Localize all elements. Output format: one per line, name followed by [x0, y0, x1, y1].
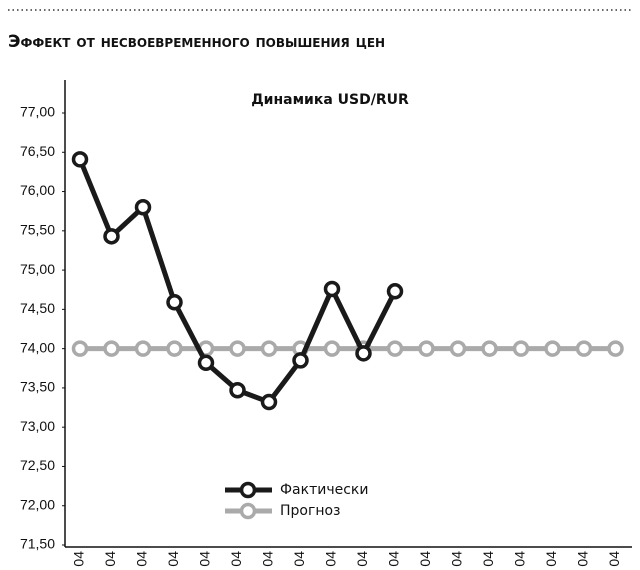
y-tick-label: 75,00 — [20, 261, 55, 277]
x-tick-label: 04 — [134, 551, 150, 567]
series-marker — [229, 382, 246, 399]
y-tick-label: 72,50 — [20, 457, 55, 473]
series-marker — [103, 228, 120, 245]
series-marker — [260, 393, 278, 411]
series-marker — [449, 340, 467, 357]
legend-marker — [239, 502, 257, 520]
y-tick-label: 74,00 — [20, 339, 55, 355]
x-tick-label: 04 — [260, 551, 276, 567]
chart-subtitle: Динамика USD/RUR — [251, 92, 409, 108]
series-marker — [71, 151, 89, 168]
series-marker — [166, 340, 183, 357]
y-tick-label: 71,50 — [20, 536, 55, 552]
legend-label: Прогноз — [280, 503, 341, 519]
series-marker — [166, 294, 183, 311]
x-tick-label: 04 — [449, 551, 465, 567]
x-tick-label: 04 — [323, 551, 339, 567]
series-marker — [607, 340, 624, 357]
series-line — [77, 158, 398, 405]
series-marker — [134, 199, 152, 216]
series-marker — [323, 340, 341, 357]
x-tick-label: 04 — [417, 551, 433, 567]
series-marker — [386, 283, 404, 300]
series-marker — [386, 340, 404, 357]
series-marker — [323, 280, 341, 298]
y-tick-label: 72,00 — [20, 496, 55, 512]
x-tick-label: 04 — [386, 551, 402, 567]
y-tick-label: 77,00 — [20, 104, 55, 120]
x-tick-label: 04 — [197, 551, 213, 567]
series-marker — [71, 340, 89, 357]
x-tick-label: 04 — [291, 551, 307, 567]
x-tick-label: 04 — [480, 551, 496, 567]
series-marker — [512, 340, 530, 357]
x-tick-label: 04 — [71, 551, 87, 567]
x-tick-label: 04 — [228, 551, 244, 567]
series-marker — [481, 340, 498, 357]
y-tick-label: 75,50 — [20, 222, 55, 238]
series-marker — [260, 340, 278, 357]
series-marker — [355, 345, 372, 362]
y-tick-label: 73,00 — [20, 418, 55, 434]
series-marker — [103, 340, 120, 357]
x-tick-label: 04 — [543, 551, 559, 567]
legend-marker — [239, 481, 257, 499]
page-title: Эффект от несвоевременного повышения цен — [8, 32, 385, 52]
series-marker — [418, 340, 435, 357]
series-marker — [292, 352, 309, 369]
y-tick-label: 76,50 — [20, 143, 55, 159]
y-tick-label: 76,00 — [20, 182, 55, 198]
x-tick-label: 04 — [575, 551, 591, 567]
series-marker — [197, 354, 215, 372]
series-marker — [575, 340, 593, 357]
x-tick-label: 04 — [354, 551, 370, 567]
series-marker — [134, 340, 152, 357]
x-tick-label: 04 — [165, 551, 181, 567]
series-marker — [544, 340, 561, 357]
legend-label: Фактически — [280, 482, 368, 498]
series-marker — [229, 340, 246, 357]
x-tick-label: 04 — [512, 551, 528, 567]
x-tick-label: 04 — [102, 551, 118, 567]
x-tick-label: 04 — [606, 551, 622, 567]
y-tick-label: 74,50 — [20, 300, 55, 316]
y-tick-label: 73,50 — [20, 379, 55, 395]
